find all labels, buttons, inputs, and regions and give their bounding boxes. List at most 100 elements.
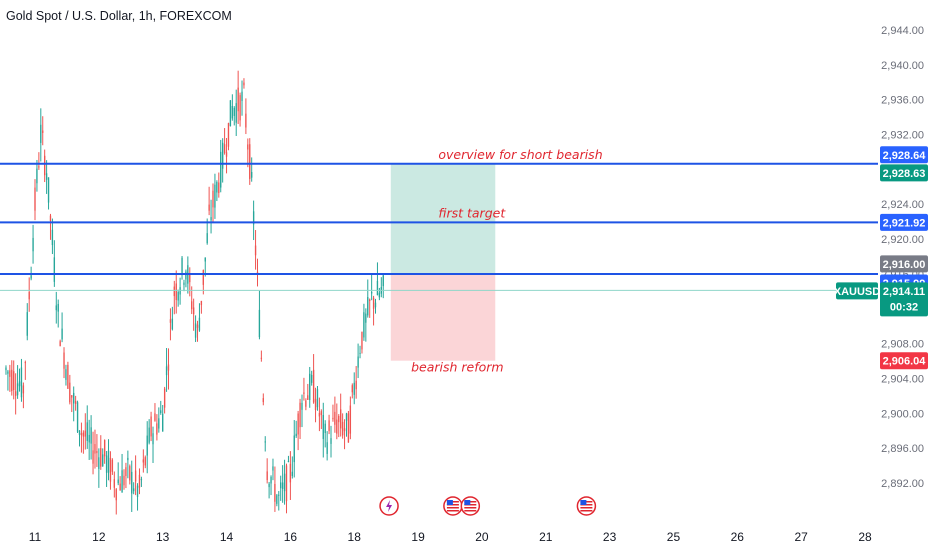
- candle: [264, 436, 266, 452]
- candle: [115, 488, 117, 515]
- candle: [349, 396, 352, 440]
- candle: [307, 383, 309, 400]
- candle-body: [185, 271, 187, 280]
- candle: [280, 475, 282, 501]
- candle: [47, 177, 50, 210]
- candle: [109, 451, 112, 490]
- candle-body: [270, 476, 272, 484]
- candle: [285, 463, 288, 514]
- candle: [111, 458, 114, 475]
- candle: [210, 199, 212, 234]
- candle: [326, 431, 328, 461]
- y-tick-label: 2,904.00: [881, 373, 924, 385]
- flag-stripe: [446, 507, 459, 509]
- x-tick-label: 12: [92, 530, 106, 544]
- candle-body: [299, 402, 301, 428]
- candle: [243, 78, 245, 89]
- candle-body: [158, 418, 160, 429]
- symbol-tag-box: [836, 282, 878, 300]
- candle: [301, 394, 303, 428]
- candle-body: [22, 385, 25, 394]
- candle-body: [312, 369, 315, 403]
- candle: [351, 383, 353, 399]
- candle-body: [96, 450, 98, 454]
- candle-body: [121, 470, 123, 493]
- candle: [293, 420, 295, 478]
- candle: [138, 468, 141, 495]
- y-tick-label: 2,892.00: [881, 478, 924, 490]
- candle-body: [221, 142, 224, 169]
- candle: [11, 360, 13, 396]
- candle: [63, 347, 65, 379]
- candle: [314, 387, 317, 423]
- candle-body: [150, 416, 152, 437]
- candle: [353, 372, 355, 405]
- candle-body: [216, 182, 218, 193]
- candle: [345, 412, 348, 437]
- candle: [40, 108, 42, 162]
- candle: [212, 183, 214, 223]
- candle-body: [24, 362, 27, 364]
- candle: [372, 295, 375, 326]
- candle: [341, 413, 344, 439]
- candle-body: [16, 383, 19, 396]
- candle-body: [18, 381, 21, 387]
- candle-body: [152, 433, 154, 445]
- candle-body: [254, 245, 257, 256]
- candle-body: [36, 168, 38, 184]
- candle-body: [80, 432, 83, 436]
- candle: [357, 343, 359, 379]
- candle-body: [258, 309, 261, 338]
- candle-body: [245, 113, 247, 128]
- price-tag: 2,928.63: [880, 164, 928, 182]
- candle-body: [247, 144, 249, 150]
- candle: [258, 290, 261, 340]
- candle: [191, 286, 193, 315]
- price-tag-box: [880, 146, 928, 164]
- candle-body: [310, 374, 313, 383]
- candle-body: [198, 317, 201, 331]
- candle: [179, 277, 181, 305]
- candle: [98, 448, 100, 488]
- candle: [32, 224, 34, 264]
- candle: [227, 122, 230, 151]
- candle: [251, 157, 253, 182]
- lightning-icon: [379, 496, 399, 516]
- candle-body: [88, 434, 90, 443]
- candle: [59, 339, 61, 347]
- candle-body: [167, 364, 170, 371]
- flag-stripe: [464, 507, 477, 509]
- candle-body: [347, 413, 350, 443]
- x-tick-label: 14: [220, 530, 234, 544]
- candle-body: [239, 95, 241, 121]
- candle: [254, 230, 257, 270]
- price-tag: 2,928.64: [880, 146, 928, 164]
- candle-body: [69, 382, 71, 403]
- candle: [252, 200, 255, 241]
- candle: [266, 458, 268, 484]
- candle: [235, 89, 237, 137]
- price-tag-box: [880, 282, 928, 317]
- candle: [90, 415, 92, 460]
- candle-body: [322, 414, 324, 439]
- candle-body: [148, 427, 150, 443]
- candle-body: [11, 369, 13, 392]
- candle-body: [291, 471, 293, 476]
- candle: [7, 369, 9, 391]
- candle-body: [175, 283, 177, 301]
- candle-body: [252, 211, 255, 225]
- candle: [84, 413, 86, 450]
- candle: [295, 420, 297, 438]
- candle-body: [361, 331, 363, 350]
- candle: [237, 70, 239, 124]
- candle: [49, 213, 52, 240]
- candle: [129, 464, 131, 485]
- candle: [367, 279, 369, 318]
- candle: [363, 303, 365, 341]
- candle: [305, 398, 307, 411]
- flag-stripe: [446, 510, 459, 512]
- candle-body: [334, 411, 336, 425]
- candle: [102, 448, 104, 467]
- candle: [245, 98, 247, 135]
